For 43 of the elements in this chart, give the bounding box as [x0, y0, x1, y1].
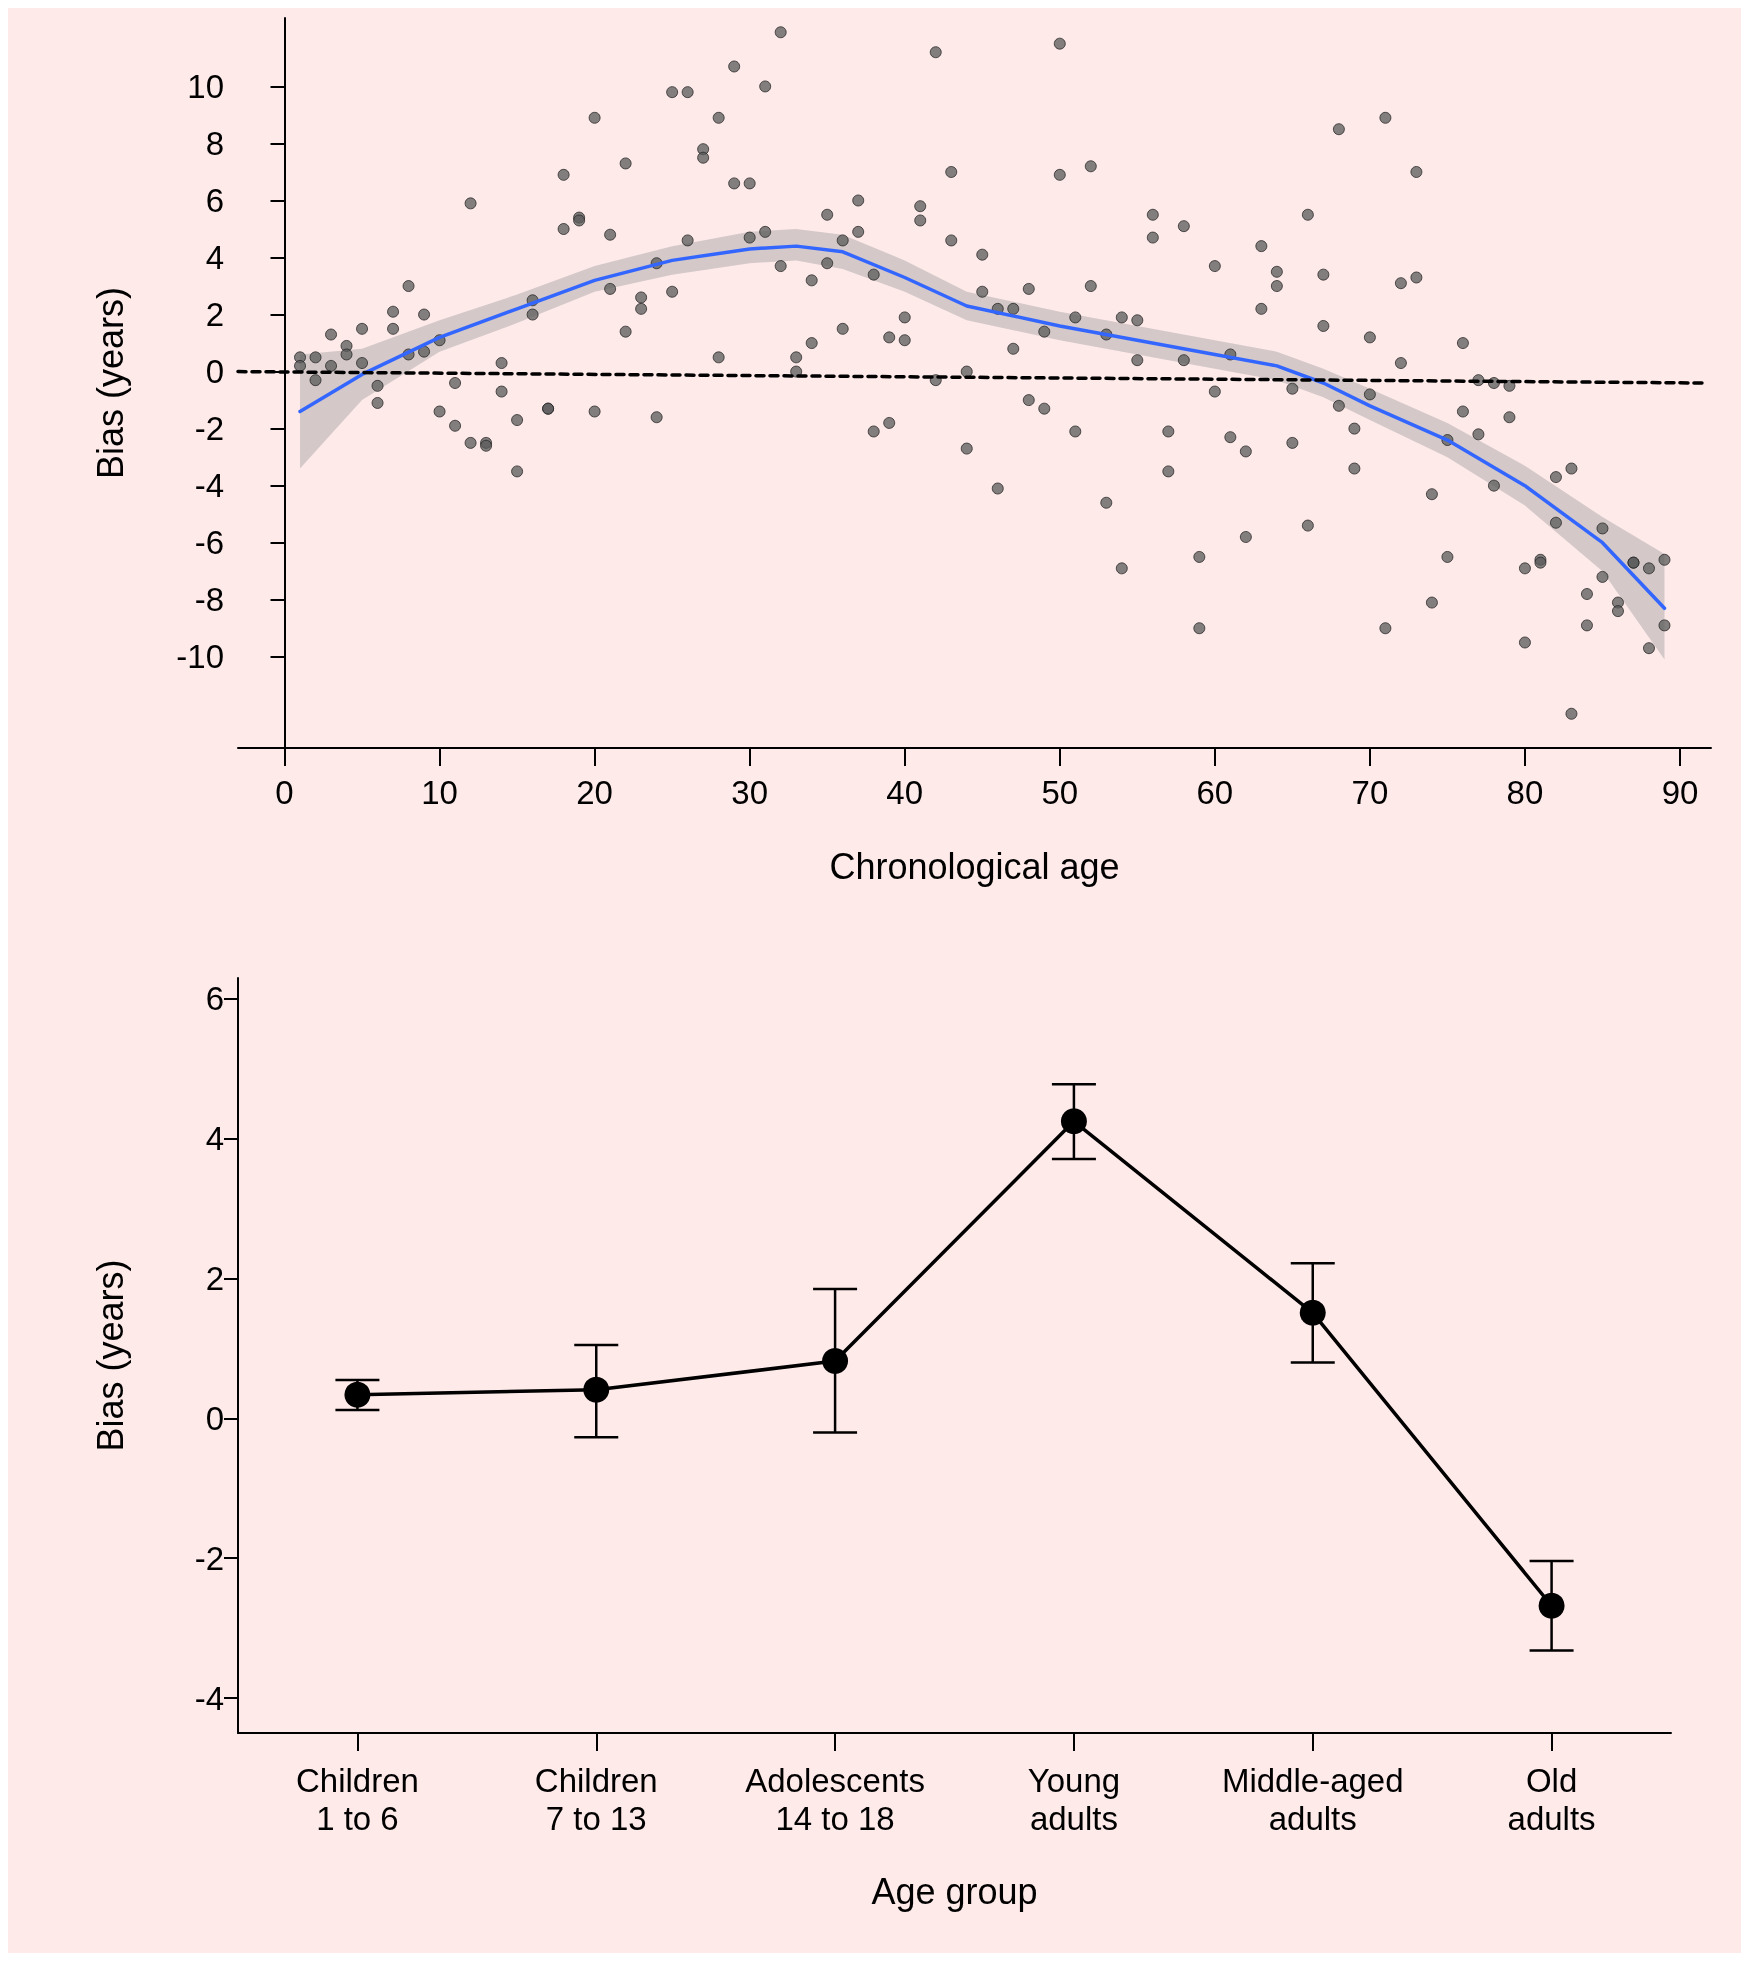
y-axis-title: Bias (years) — [89, 1259, 131, 1452]
x-tick-label: 40 — [886, 774, 924, 811]
x-tick-label: 80 — [1506, 774, 1544, 811]
x-tick-label: 90 — [1661, 774, 1699, 811]
x-axis-title: Age group — [871, 1870, 1038, 1912]
line-series — [298, 244, 1667, 611]
x-tick-label: Adolescents 14 to 18 — [745, 1761, 925, 1837]
y-tick-label: -8 — [194, 581, 224, 619]
y-tick-label: 0 — [205, 1399, 224, 1437]
y-tick-label: -2 — [194, 1539, 224, 1577]
y-tick-label: 6 — [205, 182, 224, 219]
y-tick-label: -6 — [194, 524, 224, 562]
x-tick-label: 20 — [576, 774, 613, 811]
y-tick-label: 10 — [187, 67, 224, 105]
x-axis-title: Chronological age — [829, 845, 1120, 887]
x-tick-label: 10 — [421, 774, 458, 811]
y-tick-label: 0 — [205, 353, 224, 391]
x-tick-label: Children 7 to 13 — [534, 1761, 658, 1837]
x-tick-label: 30 — [731, 774, 769, 811]
point — [1299, 1299, 1326, 1326]
y-tick-label: 2 — [205, 1260, 224, 1298]
x-tick-label: Old adults — [1507, 1761, 1596, 1837]
x-tick-label: 0 — [275, 774, 294, 811]
y-tick-label: 2 — [205, 296, 224, 334]
y-tick-label: -4 — [194, 1679, 224, 1717]
x-tick-label: 60 — [1196, 774, 1234, 811]
y-tick-label: 6 — [205, 980, 224, 1018]
point — [583, 1376, 610, 1403]
point — [1538, 1592, 1565, 1619]
x-tick-label: Middle-aged adults — [1221, 1761, 1404, 1837]
x-tick-label: Children 1 to 6 — [295, 1761, 419, 1837]
y-tick-label: -4 — [194, 467, 224, 505]
point — [822, 1348, 849, 1375]
y-tick-label: 4 — [205, 239, 224, 277]
x-tick-label: 50 — [1041, 774, 1079, 811]
y-tick-label: -2 — [194, 410, 224, 448]
point — [1060, 1108, 1087, 1135]
y-tick-label: 8 — [205, 124, 224, 162]
y-axis-title: Bias (years) — [89, 286, 131, 480]
x-tick-label: 70 — [1351, 774, 1389, 811]
y-tick-label: 4 — [205, 1120, 224, 1158]
x-tick-label: Young adults — [1027, 1761, 1121, 1837]
y-tick-label: -10 — [176, 638, 224, 676]
